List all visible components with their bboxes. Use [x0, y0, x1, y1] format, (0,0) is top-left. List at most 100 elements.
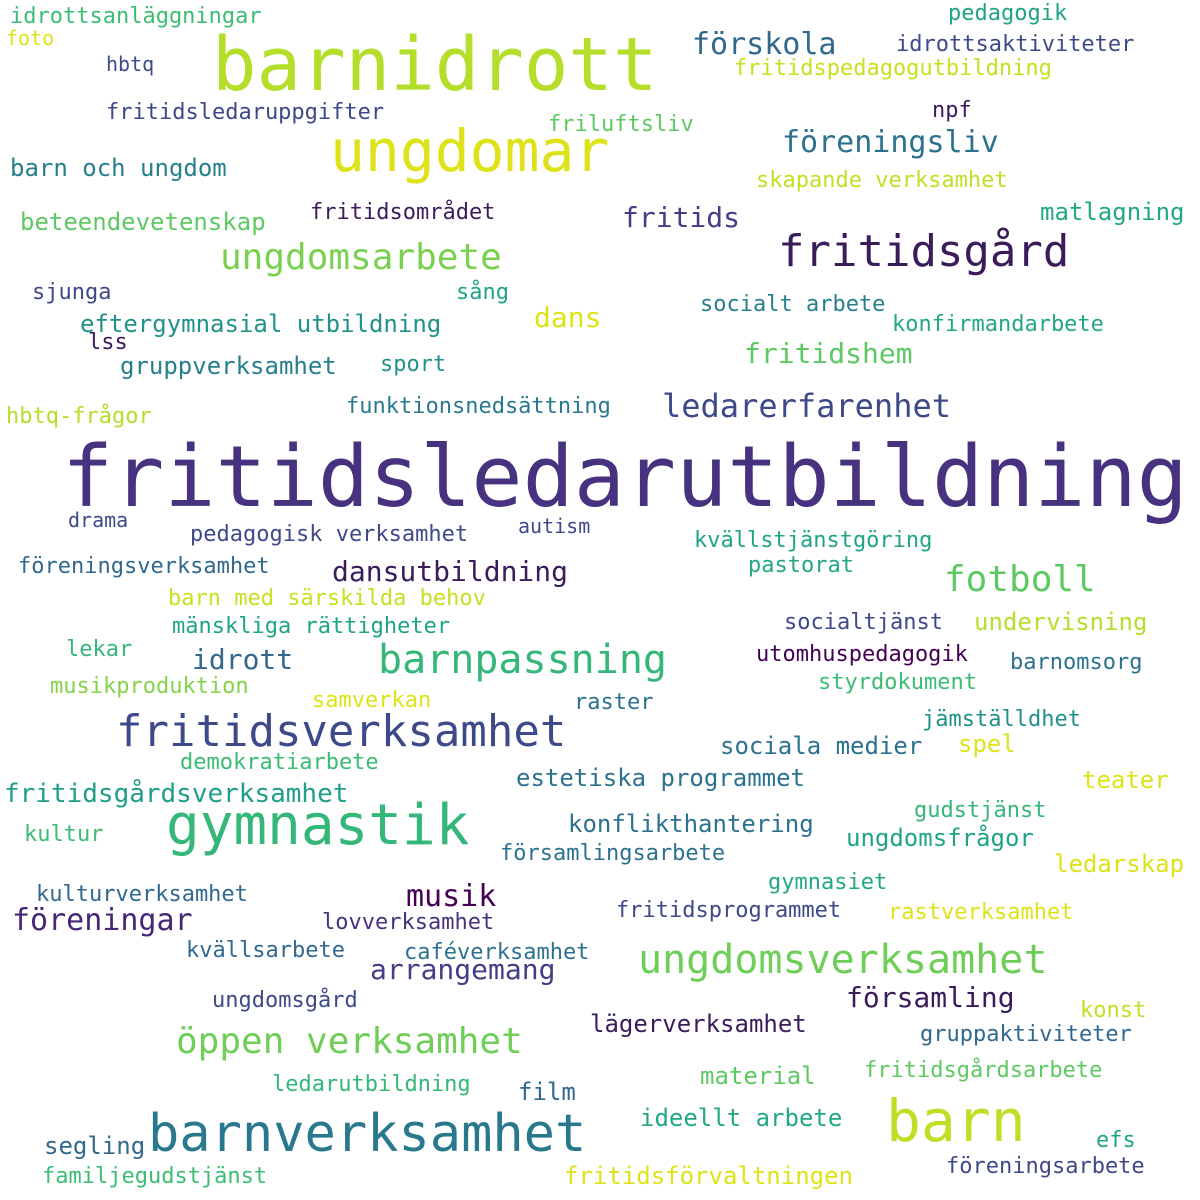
cloud-word: förskola	[692, 27, 837, 62]
cloud-word: estetiska programmet	[516, 764, 805, 792]
cloud-word: fritidsgårdsarbete	[864, 1058, 1103, 1083]
cloud-word: socialt arbete	[700, 292, 886, 317]
cloud-word: fritidsledaruppgifter	[106, 100, 385, 125]
cloud-word: sjunga	[32, 280, 112, 305]
cloud-word: idrottsaktiviteter	[896, 32, 1135, 57]
cloud-word: lekar	[66, 637, 133, 662]
cloud-word: ungdomsarbete	[220, 237, 502, 278]
cloud-word: mänskliga rättigheter	[172, 614, 451, 639]
cloud-word: gruppaktiviteter	[920, 1022, 1132, 1047]
cloud-word: musikproduktion	[50, 674, 249, 699]
cloud-word: föreningsliv	[782, 125, 999, 160]
cloud-word: barn	[886, 1087, 1026, 1155]
cloud-word: pedagogik	[948, 1, 1068, 26]
cloud-word: samverkan	[312, 688, 432, 713]
cloud-word: friluftsliv	[548, 112, 694, 137]
cloud-word: demokratiarbete	[180, 750, 379, 775]
cloud-word: fritidsgård	[778, 226, 1070, 277]
cloud-word: föreningsverksamhet	[18, 554, 270, 579]
cloud-word: npf	[932, 98, 972, 123]
cloud-word: ungdomar	[330, 117, 610, 185]
cloud-word: kvällstjänstgöring	[694, 528, 933, 553]
cloud-word: arrangemang	[370, 953, 556, 986]
cloud-word: socialtjänst	[784, 610, 943, 635]
cloud-word: sociala medier	[720, 732, 923, 760]
cloud-word: matlagning	[1040, 198, 1185, 226]
cloud-word: församling	[846, 981, 1015, 1014]
cloud-word: film	[518, 1078, 576, 1106]
cloud-word: föreningsarbete	[946, 1154, 1145, 1179]
cloud-word: dansutbildning	[332, 555, 569, 588]
cloud-word: ungdomsfrågor	[846, 824, 1034, 852]
cloud-word: fritidspedagogutbildning	[734, 56, 1052, 81]
cloud-word: gruppverksamhet	[120, 352, 337, 380]
cloud-word: gymnastik	[166, 793, 470, 858]
cloud-word: jämställdhet	[922, 707, 1081, 732]
cloud-word: raster	[574, 690, 654, 715]
cloud-word: ledarskap	[1054, 850, 1185, 878]
cloud-word: musik	[406, 879, 497, 914]
cloud-word: sång	[456, 280, 509, 305]
cloud-word: styrdokument	[818, 670, 977, 695]
cloud-word: idrottsanläggningar	[10, 4, 262, 29]
cloud-word: autism	[518, 514, 591, 538]
cloud-word: pedagogisk verksamhet	[190, 522, 469, 547]
cloud-word: foto	[6, 26, 55, 50]
cloud-word: utomhuspedagogik	[756, 642, 968, 667]
cloud-word: gudstjänst	[914, 798, 1047, 823]
cloud-word: familjegudstjänst	[42, 1164, 268, 1189]
cloud-word: fritids	[622, 201, 741, 234]
cloud-word: barn och ungdom	[10, 154, 227, 182]
cloud-word: konflikthantering	[568, 810, 814, 838]
cloud-word: barn med särskilda behov	[168, 586, 486, 611]
cloud-word: sport	[380, 352, 447, 377]
cloud-word: öppen verksamhet	[176, 1021, 523, 1062]
cloud-word: hbtq	[106, 52, 155, 76]
cloud-word: barnidrott	[212, 22, 658, 108]
cloud-word: barnomsorg	[1010, 650, 1143, 675]
cloud-word: beteendevetenskap	[20, 208, 266, 236]
cloud-word: ledarutbildning	[272, 1072, 471, 1097]
cloud-word: barnverksamhet	[148, 1104, 587, 1164]
cloud-word: kulturverksamhet	[36, 882, 248, 907]
cloud-word: fritidshem	[744, 337, 913, 370]
cloud-word: spel	[958, 730, 1016, 758]
cloud-word: ledarerfarenhet	[662, 387, 951, 425]
cloud-word: ungdomsgård	[212, 988, 358, 1013]
cloud-word: konfirmandarbete	[892, 312, 1104, 337]
cloud-word: församlingsarbete	[500, 841, 726, 866]
cloud-word: hbtq-frågor	[6, 404, 152, 429]
cloud-word: fritidsledarutbildning	[62, 428, 1188, 527]
cloud-word: efs	[1096, 1128, 1136, 1153]
cloud-word: idrott	[192, 643, 294, 676]
cloud-word: fotboll	[944, 559, 1096, 600]
cloud-word: föreningar	[12, 903, 193, 938]
cloud-word: lss	[88, 330, 128, 355]
cloud-word: fritidsgårdsverksamhet	[4, 779, 349, 809]
cloud-word: lägerverksamhet	[590, 1010, 807, 1038]
cloud-word: undervisning	[974, 608, 1148, 636]
cloud-word: caféverksamhet	[404, 940, 590, 965]
cloud-word: fritidsområdet	[310, 200, 496, 225]
cloud-word: eftergymnasial utbildning	[80, 310, 442, 338]
cloud-word: segling	[44, 1132, 146, 1160]
cloud-word: fritidsverksamhet	[116, 706, 567, 757]
cloud-word: fritidsprogrammet	[616, 898, 842, 923]
cloud-word: kultur	[24, 822, 104, 847]
cloud-word: funktionsnedsättning	[346, 394, 611, 419]
cloud-word: kvällsarbete	[186, 938, 345, 963]
cloud-word: dans	[534, 301, 602, 334]
cloud-word: pastorat	[748, 553, 854, 578]
cloud-word: gymnasiet	[768, 870, 888, 895]
cloud-word: rastverksamhet	[888, 900, 1074, 925]
cloud-word: drama	[68, 508, 129, 532]
cloud-word: skapande verksamhet	[756, 168, 1008, 193]
cloud-word: teater	[1082, 766, 1169, 794]
cloud-word: konst	[1080, 998, 1147, 1023]
cloud-word: fritidsförvaltningen	[564, 1162, 853, 1190]
cloud-word: ungdomsverksamhet	[638, 937, 1048, 983]
cloud-word: barnpassning	[378, 637, 667, 683]
cloud-word: material	[700, 1062, 816, 1090]
cloud-word: lovverksamhet	[322, 910, 495, 935]
